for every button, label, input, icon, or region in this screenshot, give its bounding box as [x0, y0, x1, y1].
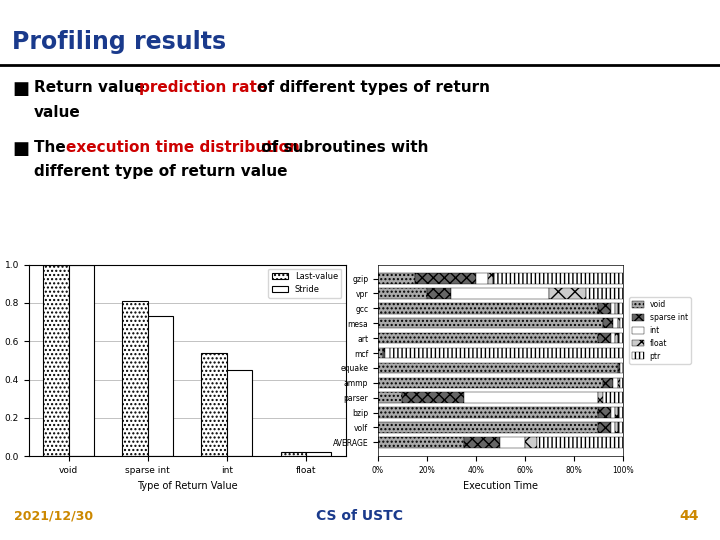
Text: of different types of return: of different types of return — [252, 80, 490, 94]
Bar — [148, 316, 173, 456]
Bar — [202, 353, 227, 456]
Text: 44: 44 — [679, 509, 698, 523]
Bar — [415, 273, 476, 284]
Bar — [378, 348, 383, 358]
Bar — [616, 303, 618, 314]
Bar — [598, 422, 611, 433]
Bar — [621, 363, 623, 373]
Bar — [378, 437, 464, 448]
Bar — [616, 333, 618, 343]
Bar — [618, 303, 623, 314]
X-axis label: Type of Return Value: Type of Return Value — [137, 481, 238, 490]
Bar — [500, 437, 525, 448]
Bar — [586, 288, 623, 299]
Bar — [385, 348, 390, 358]
Bar — [616, 422, 618, 433]
Bar — [122, 301, 148, 456]
Bar — [488, 273, 493, 284]
Bar — [68, 265, 94, 456]
Bar — [621, 377, 623, 388]
Bar — [464, 437, 500, 448]
Bar — [378, 333, 598, 343]
Bar — [427, 288, 451, 299]
Bar — [621, 318, 623, 328]
Text: ■: ■ — [12, 139, 29, 158]
Bar — [613, 318, 618, 328]
Bar — [618, 363, 621, 373]
Text: execution time distribution: execution time distribution — [66, 139, 300, 154]
Bar — [281, 453, 306, 456]
Bar — [598, 407, 611, 418]
Bar — [611, 407, 616, 418]
Bar — [613, 377, 618, 388]
Bar — [618, 333, 623, 343]
Bar — [549, 288, 586, 299]
Bar — [378, 303, 598, 314]
Text: CS of USTC: CS of USTC — [317, 509, 403, 523]
Bar — [611, 333, 616, 343]
Bar — [378, 407, 598, 418]
Bar — [383, 348, 385, 358]
Bar — [378, 393, 402, 403]
Legend: void, sparse int, int, float, ptr: void, sparse int, int, float, ptr — [629, 297, 691, 363]
Bar — [390, 348, 623, 358]
Bar — [378, 318, 603, 328]
Bar — [537, 437, 623, 448]
Bar — [611, 422, 616, 433]
Bar — [603, 393, 623, 403]
Bar — [603, 377, 613, 388]
X-axis label: Execution Time: Execution Time — [463, 481, 538, 490]
Bar — [598, 333, 611, 343]
Bar — [464, 393, 598, 403]
Bar — [618, 407, 623, 418]
Legend: Last-value, Stride: Last-value, Stride — [268, 269, 341, 298]
Bar — [378, 273, 415, 284]
Bar — [476, 273, 488, 284]
Bar — [306, 453, 331, 456]
Bar — [378, 363, 618, 373]
Bar — [598, 303, 611, 314]
Bar — [598, 393, 603, 403]
Bar — [525, 437, 537, 448]
Bar — [493, 273, 623, 284]
Bar — [402, 393, 464, 403]
Text: Profiling results: Profiling results — [12, 30, 226, 54]
Text: of subroutines with: of subroutines with — [256, 139, 428, 154]
Text: ■: ■ — [12, 80, 29, 98]
Text: Return value: Return value — [34, 80, 150, 94]
Text: The: The — [34, 139, 71, 154]
Bar — [618, 318, 621, 328]
Text: different type of return value: different type of return value — [34, 165, 287, 179]
Text: prediction rate: prediction rate — [139, 80, 267, 94]
Bar — [611, 303, 616, 314]
Text: 2021/12/30: 2021/12/30 — [14, 509, 94, 522]
Bar — [43, 265, 68, 456]
Bar — [451, 288, 549, 299]
Bar — [378, 422, 598, 433]
Bar — [378, 288, 427, 299]
Bar — [378, 377, 603, 388]
Text: value: value — [34, 105, 81, 120]
Bar — [618, 377, 621, 388]
Bar — [618, 422, 623, 433]
Bar — [616, 407, 618, 418]
Bar — [603, 318, 613, 328]
Bar — [227, 370, 252, 456]
